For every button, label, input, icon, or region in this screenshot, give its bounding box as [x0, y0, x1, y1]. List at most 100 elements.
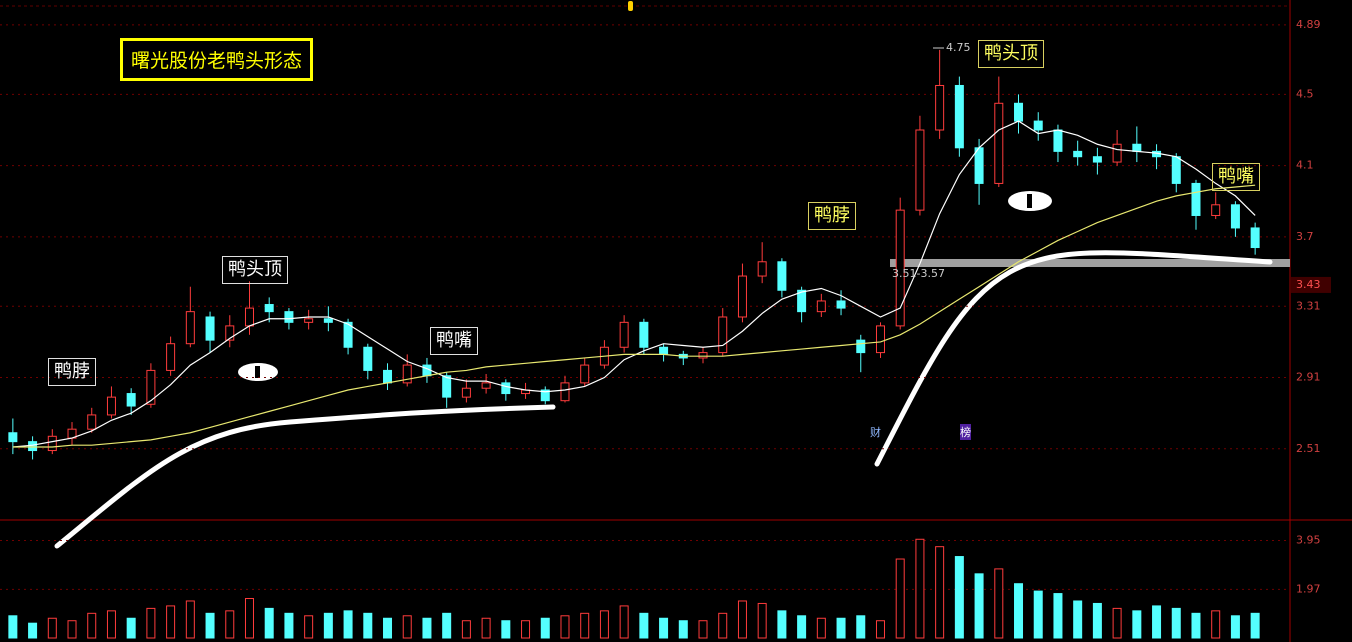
volume-bar [521, 620, 531, 639]
volume-bar [678, 620, 688, 639]
duck-eye [238, 363, 278, 381]
volume-bar [639, 612, 649, 639]
candle-body [343, 321, 353, 348]
volume-bar [540, 617, 550, 639]
volume-bar [442, 612, 452, 639]
candle-body [560, 382, 570, 402]
candle-body [1073, 150, 1083, 158]
volume-bar [185, 600, 195, 639]
candle-body [185, 311, 195, 345]
volume-bar [284, 612, 294, 639]
y-tick-label: 4.89 [1296, 18, 1321, 31]
volume-bar [422, 617, 432, 639]
candle-body [481, 382, 491, 389]
candle-body [639, 321, 649, 348]
candle-body [1112, 143, 1122, 163]
volume-bar [1211, 610, 1221, 639]
candle-body [402, 364, 412, 384]
annotation: 鸭脖 [808, 202, 856, 230]
volume-bar [659, 617, 669, 639]
candle-body [1171, 156, 1181, 184]
candle-body [1211, 204, 1221, 216]
scroll-marker [628, 1, 633, 11]
candle-body [1191, 182, 1201, 216]
candle-body [146, 369, 156, 405]
candle-body [205, 316, 215, 341]
candle-body [659, 346, 669, 355]
volume-bar [28, 622, 38, 639]
candle-body [1053, 129, 1063, 152]
candle-body [461, 387, 471, 398]
volume-bar [225, 610, 235, 639]
candle-body [304, 318, 314, 323]
support-band [890, 259, 1290, 267]
volume-bar [994, 568, 1004, 639]
volume-bar [954, 556, 964, 639]
volume-bar [1112, 607, 1122, 639]
volume-bar [875, 620, 885, 639]
volume-bar [1092, 602, 1102, 639]
candle-body [106, 396, 116, 416]
volume-bar [1014, 583, 1024, 639]
y-tick-label: 2.91 [1296, 371, 1321, 384]
volume-bar [580, 612, 590, 639]
volume-bar [816, 617, 826, 639]
volume-bar [718, 612, 728, 639]
candle-body [323, 318, 333, 323]
volume-bar [757, 602, 767, 639]
ma-line [12, 120, 1256, 448]
y-tick-label: 2.51 [1296, 442, 1321, 455]
annotation: 鸭脖 [48, 358, 96, 386]
y-tick-label: 3.95 [1296, 534, 1321, 547]
annotation: 鸭嘴 [430, 327, 478, 355]
y-tick-label: 4.1 [1296, 159, 1314, 172]
volume-bar [1171, 607, 1181, 639]
volume-bar [856, 615, 866, 639]
candle-body [974, 147, 984, 184]
candle-body [856, 339, 866, 354]
high-label: 4.75 [946, 41, 971, 54]
volume-bar [935, 546, 945, 639]
candle-body [28, 441, 38, 452]
trend-curve [54, 404, 556, 549]
volume-bar [343, 610, 353, 639]
candle-body [777, 261, 787, 291]
candle-body [698, 352, 708, 359]
candle-body [225, 325, 235, 341]
volume-bar [461, 620, 471, 639]
candle-body [1014, 102, 1024, 122]
volume-bar [895, 558, 905, 639]
volume-bar [737, 600, 747, 639]
range-label: 3.51-3.57 [892, 267, 945, 280]
annotation: 鸭嘴 [1212, 163, 1260, 191]
volume-bar [383, 617, 393, 639]
volume-bar [87, 612, 97, 639]
volume-bar [146, 607, 156, 639]
candle-body [797, 289, 807, 313]
candle-body [126, 393, 136, 407]
volume-bar [619, 605, 629, 639]
volume-bar [402, 615, 412, 639]
last-price-tag [1291, 276, 1331, 293]
candle-body [501, 382, 511, 395]
title: 曙光股份老鸭头形态 [120, 38, 314, 81]
candle-body [8, 432, 18, 443]
duck-eye [1008, 191, 1052, 211]
volume-bar [106, 610, 116, 639]
volume-bar [501, 620, 511, 639]
candle-body [166, 343, 176, 371]
candle-body [737, 275, 747, 318]
volume-bar [777, 610, 787, 639]
volume-bar [1152, 605, 1162, 639]
candle-body [87, 414, 97, 430]
candle-body [284, 311, 294, 323]
volume-bar [67, 620, 77, 639]
candle-body [935, 84, 945, 131]
volume-bar [304, 615, 314, 639]
marker-label: 财 [870, 426, 881, 439]
candle-body [47, 435, 57, 452]
y-tick-label: 3.31 [1296, 299, 1321, 312]
candle-body [1250, 227, 1260, 249]
